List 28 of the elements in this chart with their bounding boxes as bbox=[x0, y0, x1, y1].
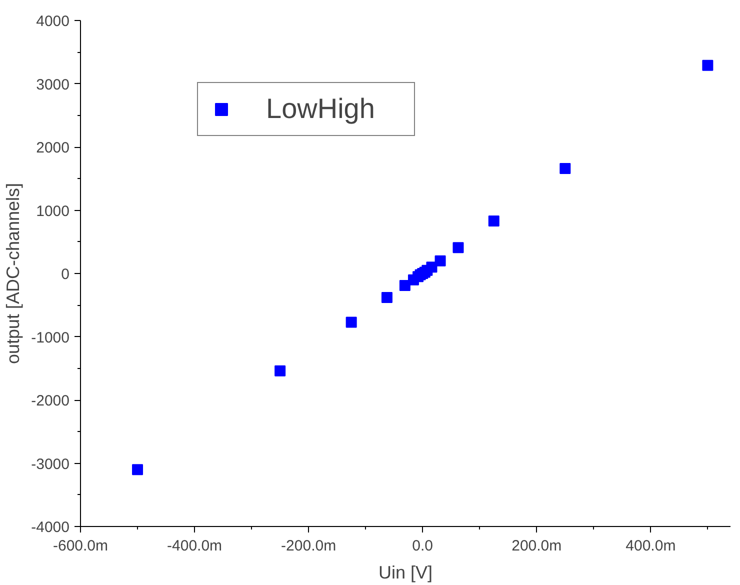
y-tick-label: -4000 bbox=[31, 519, 70, 536]
x-tick-label: 0.0 bbox=[412, 538, 434, 554]
x-axis-title: Uin [V] bbox=[378, 562, 433, 582]
y-tick-label: 1000 bbox=[36, 202, 70, 220]
x-tick-label: -400.0m bbox=[167, 538, 222, 554]
y-tick-label: 3000 bbox=[36, 76, 70, 94]
point bbox=[132, 464, 144, 476]
y-tick-label: 4000 bbox=[36, 13, 70, 30]
point bbox=[702, 60, 714, 71]
x-tick-label: 200.0m bbox=[512, 538, 562, 554]
point bbox=[452, 242, 464, 254]
point bbox=[274, 365, 286, 376]
y-tick-label: -1000 bbox=[31, 329, 70, 346]
x-tick-label: 400.0m bbox=[626, 538, 676, 554]
x-tick-label: -200.0m bbox=[281, 538, 336, 554]
y-tick-label: 0 bbox=[61, 266, 70, 283]
point bbox=[346, 316, 357, 328]
y-tick-label: -3000 bbox=[31, 456, 70, 473]
legend-label: LowHigh bbox=[266, 92, 376, 126]
y-tick-label: -2000 bbox=[31, 392, 70, 410]
y-axis-title: output [ADC-channels] bbox=[3, 182, 24, 364]
point bbox=[488, 216, 500, 227]
y-tick-label: 2000 bbox=[36, 140, 70, 156]
point bbox=[560, 163, 571, 174]
point bbox=[381, 292, 392, 304]
x-tick-label: -600.0m bbox=[52, 538, 108, 554]
point bbox=[434, 255, 446, 266]
point bbox=[426, 262, 438, 273]
